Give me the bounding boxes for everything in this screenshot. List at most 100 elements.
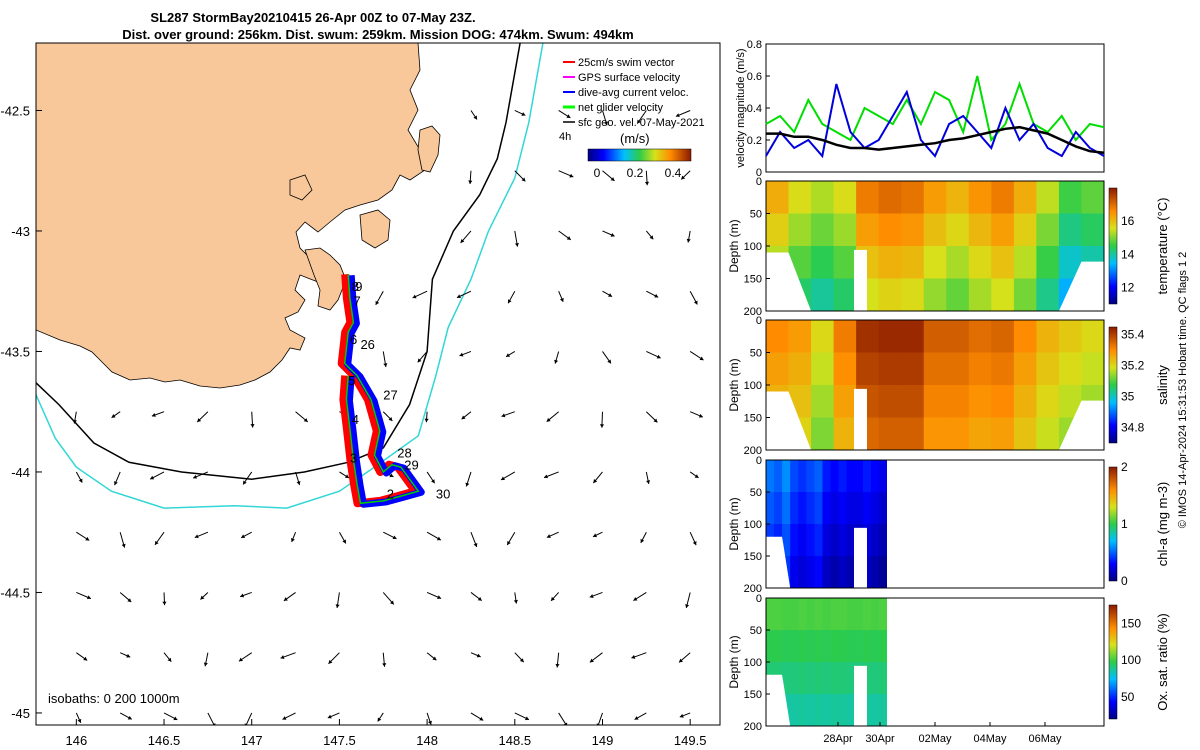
arrow-head bbox=[240, 593, 245, 598]
oxygen-cell bbox=[806, 662, 815, 695]
oxygen-cell bbox=[838, 694, 848, 726]
oxygen-cell bbox=[806, 598, 815, 631]
oxygen-cell bbox=[862, 598, 872, 631]
arrow-head bbox=[83, 656, 88, 661]
chla-cell bbox=[798, 460, 807, 493]
temperature-cbar-tick: 14 bbox=[1121, 247, 1135, 261]
map-xtick-label: 147.5 bbox=[323, 733, 356, 748]
velocity-ytick-label: 0 bbox=[756, 167, 762, 179]
arrow-head bbox=[344, 474, 349, 478]
temperature-cell bbox=[878, 246, 902, 280]
arrow-head bbox=[679, 658, 683, 663]
salinity-cell bbox=[1058, 352, 1083, 386]
chla-cell bbox=[870, 492, 880, 525]
arrow-head bbox=[86, 595, 91, 600]
temperature-cell bbox=[1013, 213, 1037, 247]
salinity-ytick-label: 0 bbox=[756, 315, 762, 327]
temperature-colorbar bbox=[1108, 187, 1118, 305]
chla-cell bbox=[838, 492, 848, 525]
chla-cell bbox=[822, 492, 832, 525]
chla-cell bbox=[798, 492, 807, 525]
arrow-head bbox=[243, 480, 247, 485]
chla-gap bbox=[854, 527, 867, 588]
oxygen-cbar-tick: 150 bbox=[1121, 616, 1141, 630]
oxygen-cell bbox=[806, 630, 815, 663]
land-tasman-peninsula bbox=[304, 247, 347, 311]
temperature-cell bbox=[811, 181, 835, 215]
chla-cell bbox=[822, 460, 832, 493]
oxygen-cell bbox=[870, 662, 880, 695]
oxygen-cell bbox=[766, 598, 775, 631]
arrow-head bbox=[389, 473, 394, 478]
temperature-cell bbox=[811, 213, 835, 247]
temperature-cell bbox=[901, 278, 925, 311]
oxygen-cell bbox=[814, 662, 824, 695]
day-label: 5 bbox=[348, 373, 355, 388]
temperature-cell bbox=[766, 213, 790, 247]
salinity-cell bbox=[1036, 352, 1060, 386]
arrow-head bbox=[693, 300, 698, 305]
oxygen-cell bbox=[782, 598, 791, 631]
velocity-y-axis: 0 0.2 0.4 0.6 0.8 bbox=[747, 39, 770, 179]
oxygen-cell bbox=[830, 662, 840, 695]
oxygen-cbar-tick: 50 bbox=[1121, 690, 1135, 704]
salinity-cell bbox=[901, 320, 925, 354]
arrow-head bbox=[342, 539, 346, 544]
velocity-ytick-label: 0.4 bbox=[747, 103, 762, 115]
legend-gps-label: GPS surface velocity bbox=[578, 72, 681, 84]
land-tasmania bbox=[36, 43, 426, 389]
salinity-cell bbox=[811, 320, 835, 354]
oxygen-cell bbox=[870, 598, 880, 631]
chla-cell bbox=[870, 460, 880, 493]
arrow-head bbox=[593, 533, 598, 538]
salinity-cell bbox=[833, 320, 857, 354]
oxygen-cell bbox=[814, 598, 824, 631]
day-label: 29 bbox=[404, 458, 418, 473]
arrow-head bbox=[698, 413, 703, 418]
arrow-head bbox=[383, 363, 388, 367]
velocity-line-2 bbox=[766, 125, 1105, 155]
oxygen-ytick-label: 0 bbox=[756, 593, 762, 605]
oxygen-cell bbox=[878, 598, 887, 631]
time-xtick-label: 06May bbox=[1028, 733, 1062, 745]
arrow-head bbox=[685, 604, 690, 608]
map-ytick-label: -44.5 bbox=[0, 585, 30, 600]
arrow-head bbox=[501, 413, 506, 418]
temperature-cell bbox=[923, 181, 947, 215]
chla-cell bbox=[846, 556, 856, 588]
salinity-cell bbox=[1058, 320, 1083, 354]
legend-scale-label: 4h bbox=[559, 131, 571, 143]
map-xtick-label: 146.5 bbox=[148, 733, 181, 748]
map-xtick-label: 147 bbox=[241, 733, 263, 748]
arrow-head bbox=[679, 713, 684, 718]
temperature-cell bbox=[1036, 246, 1060, 280]
arrow-head bbox=[327, 714, 332, 719]
temperature-cell bbox=[766, 181, 790, 215]
temperature-cell bbox=[1058, 181, 1083, 215]
chla-ytick-label: 0 bbox=[756, 455, 762, 467]
temperature-cells bbox=[766, 181, 1104, 311]
oxygen-cell bbox=[878, 662, 887, 695]
oxygen-cell bbox=[846, 694, 856, 726]
map-ytick-label: -43 bbox=[11, 224, 30, 239]
arrow-head bbox=[477, 596, 482, 601]
temperature-cell bbox=[901, 181, 925, 215]
arrow-head bbox=[280, 655, 285, 659]
chla-cell bbox=[806, 460, 815, 493]
oxygen-cell bbox=[870, 630, 880, 663]
arrow-head bbox=[417, 358, 422, 363]
salinity-cell bbox=[1036, 320, 1060, 354]
arrow-head bbox=[604, 121, 608, 126]
day-label: 2 bbox=[387, 486, 394, 501]
chla-cell bbox=[854, 492, 864, 525]
oxygen-cell bbox=[878, 630, 887, 663]
arrow-head bbox=[456, 294, 461, 299]
chla-cell bbox=[798, 524, 807, 557]
arrow-head bbox=[551, 596, 555, 601]
arrow-head bbox=[646, 480, 651, 484]
temperature-cell bbox=[991, 278, 1015, 311]
salinity-cell bbox=[1013, 320, 1037, 354]
